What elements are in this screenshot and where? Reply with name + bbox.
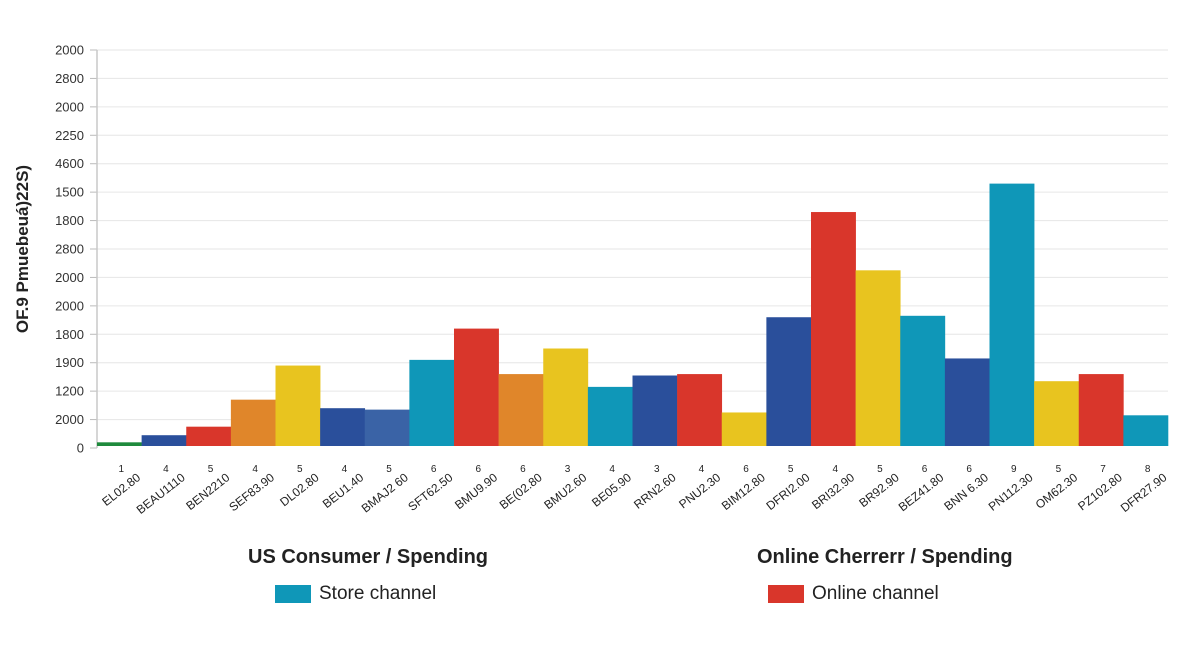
x-tick-label: BMU9.90: [452, 470, 500, 512]
y-tick-label: 1800: [55, 213, 84, 228]
y-tick-label: 2000: [55, 298, 84, 313]
bar: [900, 315, 946, 446]
x-tick-label: BEAU1110: [134, 470, 188, 517]
x-tick-label: DFR27.90: [1118, 470, 1170, 515]
x-tick-label: BEZ41.80: [896, 470, 947, 514]
x-tick-superscript: 4: [342, 464, 348, 475]
y-tick-label: 1500: [55, 185, 84, 200]
x-tick-label: BE(02.80: [497, 470, 545, 512]
bar: [498, 374, 544, 446]
x-tick-superscript: 6: [743, 464, 749, 475]
bar: [989, 183, 1035, 446]
y-tick-label: 1200: [55, 384, 84, 399]
x-tick-superscript: 1: [119, 464, 125, 475]
x-tick-superscript: 4: [163, 464, 169, 475]
y-tick-label: 2800: [55, 242, 84, 257]
gridlines: [97, 49, 1168, 421]
legend-swatch-store: [275, 585, 311, 603]
legend-label-store: Store channel: [319, 583, 437, 604]
y-tick-label: 2000: [55, 270, 84, 285]
x-tick-superscript: 8: [1145, 464, 1151, 475]
x-tick-superscript: 5: [297, 464, 303, 475]
legend-item-online: Online channel: [768, 583, 939, 605]
x-tick-superscript: 4: [252, 464, 258, 475]
y-axis-label: OF.9 Pmuebeuá)22S): [13, 165, 32, 333]
x-axis-labels: 1EL02.804BEAU11105BEN22104SEF83.905DL02.…: [99, 464, 1169, 517]
x-tick-label: BE05.90: [589, 470, 634, 510]
bar: [766, 317, 812, 446]
x-tick-superscript: 9: [1011, 464, 1017, 475]
x-tick-superscript: 5: [877, 464, 883, 475]
x-tick-superscript: 6: [966, 464, 972, 475]
bar: [677, 374, 723, 446]
x-tick-superscript: 4: [833, 464, 839, 475]
y-tick-label: 4600: [55, 156, 84, 171]
x-tick-superscript: 5: [386, 464, 392, 475]
x-tick-label: BMU2.60: [541, 470, 589, 512]
bar: [944, 358, 990, 446]
x-tick-label: DL02.80: [277, 470, 322, 509]
bar: [855, 270, 901, 446]
y-tick-label: 1900: [55, 355, 84, 370]
legend-group-title-online: Online Cherrerr / Spending: [757, 546, 1013, 568]
bar: [811, 212, 856, 446]
x-tick-label: BEN2210: [183, 470, 232, 513]
bar: [320, 408, 366, 446]
bar: [543, 348, 589, 446]
y-tick-label: 0: [77, 441, 84, 456]
bar: [275, 365, 321, 446]
bar: [1034, 381, 1080, 446]
legend-item-store: Store channel: [275, 583, 436, 605]
x-tick-superscript: 5: [788, 464, 794, 475]
y-tick-label: 1800: [55, 327, 84, 342]
y-tick-label: 2000: [55, 412, 84, 427]
bar: [1123, 415, 1169, 446]
x-tick-superscript: 5: [1056, 464, 1062, 475]
legend-group-title-store: US Consumer / Spending: [248, 546, 489, 568]
bar: [721, 412, 767, 446]
x-tick-superscript: 6: [431, 464, 437, 475]
x-tick-superscript: 6: [520, 464, 526, 475]
x-tick-label: BIM12.80: [719, 470, 768, 513]
x-tick-label: OM62.30: [1033, 470, 1081, 512]
x-tick-label: RRN2.60: [631, 470, 679, 512]
x-tick-label: SEF83.90: [226, 470, 277, 514]
x-tick-label: BR92.90: [856, 470, 902, 510]
bar: [97, 442, 142, 446]
x-tick-label: PN112.30: [986, 470, 1036, 514]
x-tick-superscript: 5: [208, 464, 214, 475]
x-tick-label: BNN 6.30: [941, 470, 991, 513]
bar: [364, 409, 410, 446]
bar: [1078, 374, 1124, 446]
bar: [587, 386, 633, 446]
bar: [141, 435, 187, 446]
x-tick-superscript: 3: [565, 464, 571, 475]
y-axis-ticks: 0 2000 1200 1900 1800 2000 2000 2800 1800 1500 460…: [55, 43, 97, 456]
x-tick-superscript: 6: [476, 464, 482, 475]
bar: [230, 399, 276, 446]
bar: [409, 359, 455, 446]
legend-label-online: Online channel: [812, 583, 939, 604]
x-tick-superscript: 7: [1100, 464, 1106, 475]
x-tick-label: SFT62.50: [405, 470, 455, 514]
bar: [454, 328, 499, 446]
x-tick-superscript: 4: [699, 464, 705, 475]
x-tick-label: PNU2.30: [676, 470, 723, 511]
legend-swatch-online: [768, 585, 804, 603]
x-tick-label: BRI32.90: [809, 470, 857, 512]
x-tick-superscript: 4: [609, 464, 615, 475]
x-tick-superscript: 3: [654, 464, 660, 475]
bars: [97, 183, 1169, 446]
y-tick-label: 2250: [55, 128, 84, 143]
x-tick-label: PZ102.80: [1075, 470, 1125, 513]
bar: [632, 375, 678, 446]
y-tick-label: 2800: [55, 71, 84, 86]
x-tick-superscript: 6: [922, 464, 928, 475]
x-tick-label: BMAJ2 60: [359, 470, 412, 515]
bar: [186, 426, 232, 446]
y-tick-label: 2000: [55, 99, 84, 114]
x-tick-label: DFRI2.00: [763, 470, 812, 513]
y-tick-label: 2000: [55, 43, 84, 58]
